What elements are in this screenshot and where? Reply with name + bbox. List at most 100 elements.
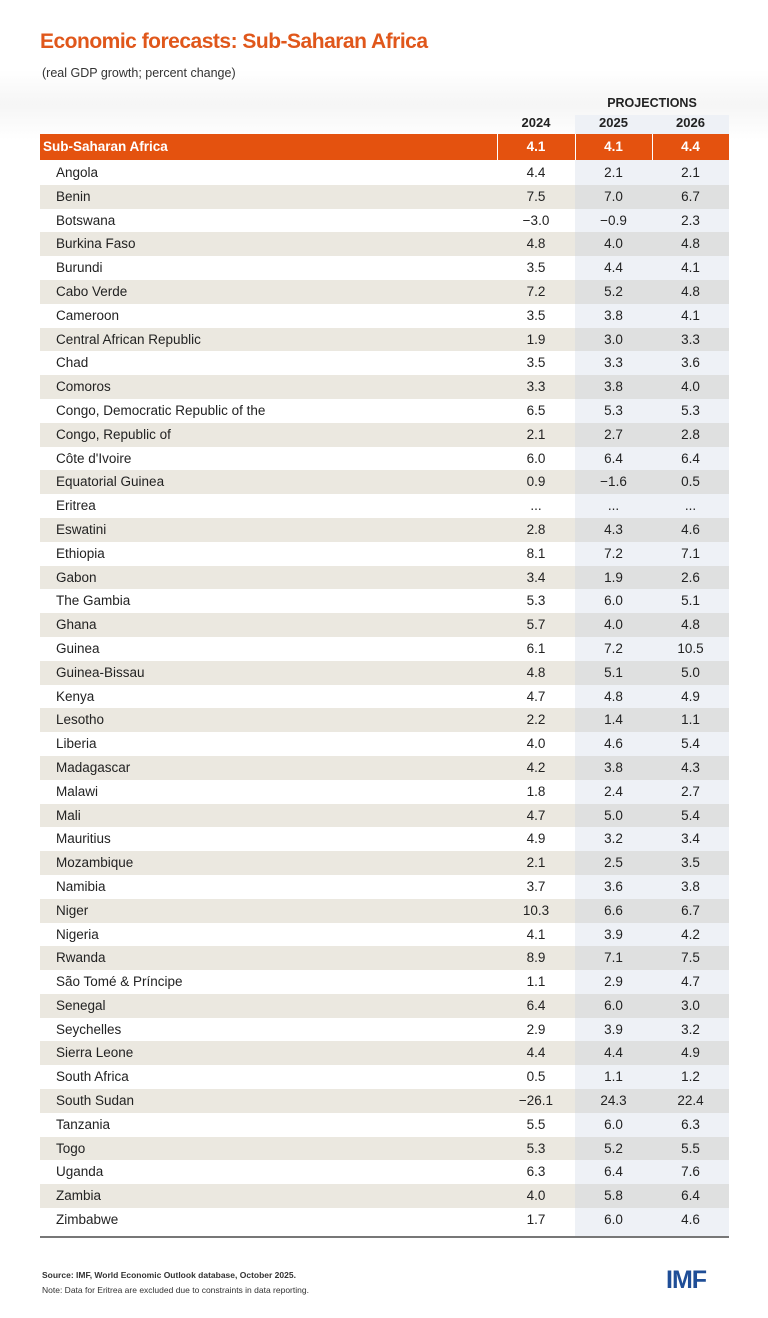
table-row: Togo 5.3 5.2 5.5 xyxy=(40,1136,729,1161)
value-2024: 3.5 xyxy=(526,355,546,371)
value-2026: 7.1 xyxy=(681,545,700,561)
table-row: Seychelles 2.9 3.9 3.2 xyxy=(40,1017,729,1042)
column-header: 2024 xyxy=(521,115,551,130)
value-2025: 5.8 xyxy=(604,1188,623,1204)
value-2024: ... xyxy=(530,498,542,514)
value-2024: 4.8 xyxy=(526,236,546,252)
value-2025: 4.4 xyxy=(604,1045,623,1061)
table-row: Mauritius 4.9 3.2 3.4 xyxy=(40,827,729,852)
table-row: Côte d'Ivoire 6.0 6.4 6.4 xyxy=(40,446,729,471)
country-name: Côte d'Ivoire xyxy=(56,450,132,466)
value-2024: 4.7 xyxy=(526,688,546,704)
table-row: Rwanda 8.9 7.1 7.5 xyxy=(40,946,729,971)
value-2024: 4.8 xyxy=(526,664,546,680)
table-row: Mali 4.7 5.0 5.4 xyxy=(40,803,729,828)
value-2024: 4.1 xyxy=(526,926,546,942)
value-2025: 6.0 xyxy=(604,1212,623,1228)
projection-cell-background xyxy=(575,398,729,423)
table-row: Comoros 3.3 3.8 4.0 xyxy=(40,375,729,399)
table-row: South Sudan −26.1 24.3 22.4 xyxy=(40,1089,729,1113)
value-2025: 2.9 xyxy=(604,974,623,990)
projection-cell-background xyxy=(575,517,729,542)
country-name: Cameroon xyxy=(56,307,120,323)
value-2025: 7.2 xyxy=(604,640,623,656)
table-row: Guinea 6.1 7.2 10.5 xyxy=(40,636,729,661)
table-row: Kenya 4.7 4.8 4.9 xyxy=(40,684,729,709)
source-note: Source: IMF, World Economic Outlook data… xyxy=(42,1270,296,1280)
value-2024: 3.5 xyxy=(526,260,546,276)
country-name: Mozambique xyxy=(56,855,134,871)
table-row: Uganda 6.3 6.4 7.6 xyxy=(40,1160,729,1185)
value-2025: 5.3 xyxy=(604,402,623,418)
table-row: Tanzania 5.5 6.0 6.3 xyxy=(40,1112,729,1137)
country-name: Cabo Verde xyxy=(56,283,128,299)
country-name: Rwanda xyxy=(56,950,106,966)
country-name: Chad xyxy=(56,355,89,371)
value-2025: 2.4 xyxy=(604,783,623,799)
value-2025: 4.8 xyxy=(604,688,623,704)
projection-cell-background xyxy=(575,494,729,518)
value-2026: 4.8 xyxy=(681,283,700,299)
value-2026: 2.1 xyxy=(681,165,700,180)
country-name: Liberia xyxy=(56,736,97,752)
value-2024: 2.2 xyxy=(526,712,546,728)
table-row: South Africa 0.5 1.1 1.2 xyxy=(40,1065,729,1090)
value-2026: 2.3 xyxy=(681,212,700,228)
projection-cell-background xyxy=(575,1208,729,1232)
projection-cell-background xyxy=(575,1136,729,1161)
value-2025: 4.6 xyxy=(604,736,623,752)
country-table: Angola 4.4 2.1 2.1 Benin 7.5 7.0 6.7 Botswana −3.… xyxy=(40,161,729,1232)
value-2025: 3.3 xyxy=(604,355,623,371)
table-row: Namibia 3.7 3.6 3.8 xyxy=(40,874,729,899)
table-row: Zimbabwe 1.7 6.0 4.6 xyxy=(40,1208,729,1232)
country-name: Sierra Leone xyxy=(56,1045,134,1061)
value-2026: 6.4 xyxy=(681,1188,700,1204)
table-row: Central African Republic 1.9 3.0 3.3 xyxy=(40,327,729,352)
value-2024: 4.2 xyxy=(526,759,546,775)
value-2024: −3.0 xyxy=(522,212,550,228)
country-name: Central African Republic xyxy=(56,331,201,347)
country-name: Eritrea xyxy=(56,498,96,514)
country-name: Gabon xyxy=(56,569,97,585)
projection-cell-background xyxy=(575,660,729,685)
country-name: Zimbabwe xyxy=(56,1212,119,1228)
value-2025: 4.4 xyxy=(604,260,623,276)
country-name: Togo xyxy=(56,1140,86,1156)
imf-logo: IMF xyxy=(666,1266,707,1294)
country-name: The Gambia xyxy=(56,593,131,609)
value-2024: 8.9 xyxy=(526,950,546,966)
value-2026: 3.4 xyxy=(681,831,700,847)
value-2025: 7.2 xyxy=(604,545,623,561)
projection-cell-background xyxy=(575,470,729,495)
projection-cell-background xyxy=(575,184,729,209)
value-2025: 3.9 xyxy=(604,926,623,942)
value-2026: 6.3 xyxy=(681,1116,700,1132)
value-2024: 1.1 xyxy=(526,974,546,990)
country-name: Nigeria xyxy=(56,926,99,942)
value-2025: 3.0 xyxy=(604,331,623,347)
data-note: Note: Data for Eritrea are excluded due … xyxy=(42,1285,309,1295)
projection-cell-background xyxy=(575,1065,729,1090)
country-name: Ghana xyxy=(56,617,97,633)
value-2026: 4.1 xyxy=(681,307,700,323)
table-row: Burkina Faso 4.8 4.0 4.8 xyxy=(40,232,729,257)
table-row: Cameroon 3.5 3.8 4.1 xyxy=(40,303,729,328)
country-name: Uganda xyxy=(56,1164,104,1180)
projection-cell-background xyxy=(575,946,729,971)
projection-cell-background xyxy=(575,327,729,352)
value-2025: 5.1 xyxy=(604,664,623,680)
projection-cell-background xyxy=(575,256,729,280)
country-name: Equatorial Guinea xyxy=(56,474,165,490)
projection-cell-background xyxy=(575,1160,729,1185)
value-2024: 6.4 xyxy=(526,997,546,1013)
value-2026: 22.4 xyxy=(677,1093,704,1109)
country-name: Zambia xyxy=(56,1188,102,1204)
value-2025: −0.9 xyxy=(600,212,627,228)
value-2025: 6.4 xyxy=(604,1164,623,1180)
divider xyxy=(575,134,576,160)
country-name: South Africa xyxy=(56,1069,129,1085)
country-name: Namibia xyxy=(56,878,106,894)
value-2026: 2.7 xyxy=(681,783,700,799)
projection-cell-background xyxy=(575,161,729,185)
projection-cell-background xyxy=(575,898,729,923)
